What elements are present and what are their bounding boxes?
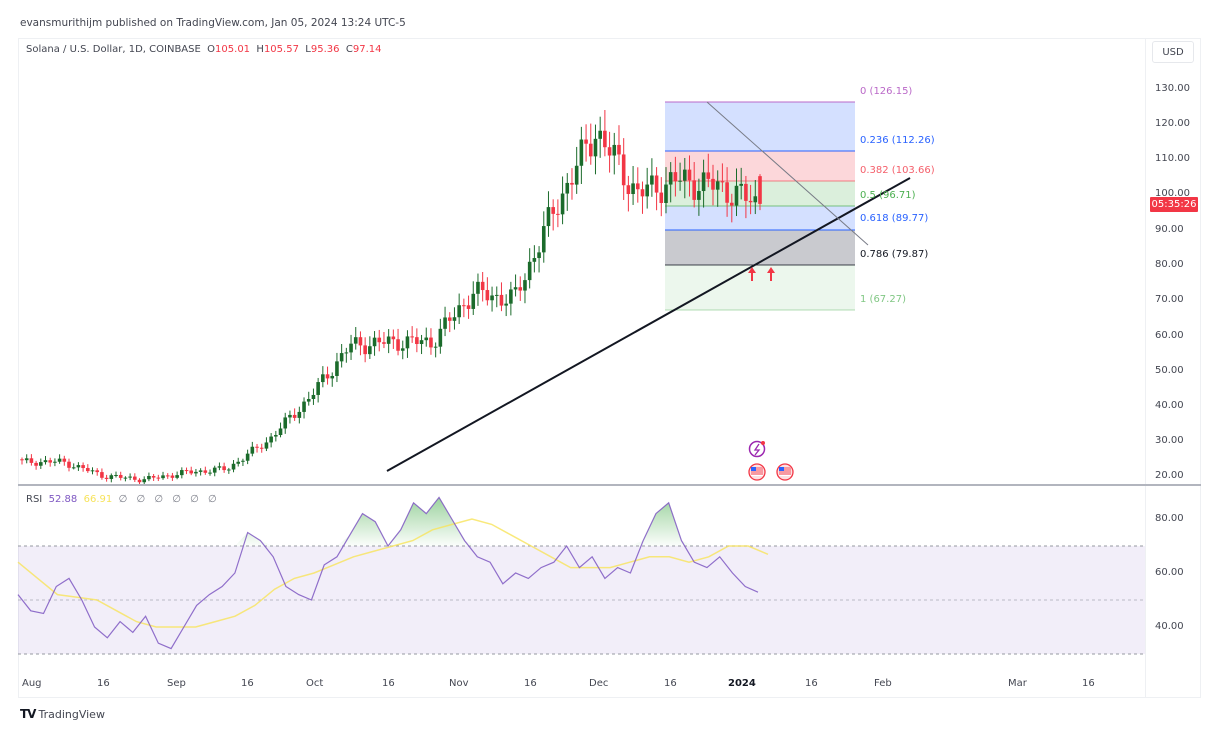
- us-flag-event-icon[interactable]: [776, 463, 794, 481]
- rsi-pane[interactable]: [17, 496, 1145, 655]
- publisher-line: evansmurithijm published on TradingView.…: [20, 17, 406, 29]
- high-value: 105.57: [263, 44, 299, 55]
- candlesticks: [20, 110, 762, 486]
- price-axis-separator: [1145, 38, 1146, 698]
- fib-level-1: 1 (67.27): [860, 294, 906, 305]
- time-axis-label: 16: [97, 678, 110, 689]
- descending-trendline[interactable]: [706, 101, 869, 246]
- fib-level-0236: 0.236 (112.26): [860, 135, 935, 146]
- rsi-title: RSI: [26, 494, 43, 505]
- close-value: 97.14: [352, 44, 382, 55]
- brand-name: TradingView: [38, 707, 105, 721]
- time-axis-label: 16: [382, 678, 395, 689]
- time-axis-label: Oct: [306, 678, 324, 689]
- rsi-value: 52.88: [48, 494, 78, 505]
- price-axis-label: 110.00: [1155, 153, 1190, 164]
- rsi-ma-value: 66.91: [83, 494, 113, 505]
- fib-level-05: 0.5 (96.71): [860, 190, 916, 201]
- price-axis-label: 20.00: [1155, 470, 1184, 481]
- price-axis-label: 40.00: [1155, 400, 1184, 411]
- symbol-title: Solana / U.S. Dollar, 1D, COINBASE: [26, 44, 201, 55]
- time-axis-label: 16: [805, 678, 818, 689]
- price-axis-label: 120.00: [1155, 118, 1190, 129]
- price-axis-label: 100.00: [1155, 188, 1190, 199]
- ascending-trendline[interactable]: [386, 177, 911, 472]
- price-axis-label: 70.00: [1155, 294, 1184, 305]
- rsi-axis-label: 60.00: [1155, 567, 1184, 578]
- time-axis-label: 16: [524, 678, 537, 689]
- time-axis-label: Aug: [22, 678, 42, 689]
- tradingview-brand[interactable]: TV TradingView: [20, 707, 105, 721]
- rsi-axis-label: 40.00: [1155, 621, 1184, 632]
- time-axis-label: Mar: [1008, 678, 1027, 689]
- fib-level-0618: 0.618 (89.77): [860, 213, 929, 224]
- price-axis-label: 60.00: [1155, 330, 1184, 341]
- symbol-legend[interactable]: Solana / U.S. Dollar, 1D, COINBASE O105.…: [26, 44, 382, 55]
- pane-separator[interactable]: [18, 484, 1201, 486]
- price-axis-label: 90.00: [1155, 224, 1184, 235]
- time-axis-label: Feb: [874, 678, 892, 689]
- time-axis-label-year: 2024: [728, 678, 756, 689]
- fib-level-0382: 0.382 (103.66): [860, 165, 935, 176]
- fib-level-0786: 0.786 (79.87): [860, 249, 929, 260]
- price-axis-label: 50.00: [1155, 365, 1184, 376]
- price-axis-label: 130.00: [1155, 83, 1190, 94]
- lightning-event-icon[interactable]: [748, 440, 766, 458]
- chart-frame: [18, 38, 1201, 698]
- rsi-legend[interactable]: RSI 52.88 66.91 ∅ ∅ ∅ ∅ ∅ ∅: [26, 494, 220, 505]
- up-arrow-icon: [748, 267, 756, 281]
- low-value: 95.36: [310, 44, 340, 55]
- tradingview-logo-icon: TV: [20, 707, 37, 721]
- currency-button[interactable]: USD: [1152, 41, 1194, 63]
- us-flag-event-icon[interactable]: [748, 463, 766, 481]
- fib-level-0: 0 (126.15): [860, 86, 913, 97]
- time-axis-label: Sep: [167, 678, 186, 689]
- time-axis-label: 16: [1082, 678, 1095, 689]
- price-axis-label: 30.00: [1155, 435, 1184, 446]
- bar-countdown-badge: 05:35:26: [1150, 197, 1198, 212]
- open-value: 105.01: [215, 44, 251, 55]
- time-axis-label: Dec: [589, 678, 609, 689]
- time-axis-label: 16: [664, 678, 677, 689]
- up-arrow-icon: [767, 267, 775, 281]
- time-axis-label: Nov: [449, 678, 469, 689]
- price-axis-label: 80.00: [1155, 259, 1184, 270]
- time-axis-label: 16: [241, 678, 254, 689]
- rsi-axis-label: 80.00: [1155, 513, 1184, 524]
- rsi-empty-values: ∅ ∅ ∅ ∅ ∅ ∅: [118, 494, 220, 505]
